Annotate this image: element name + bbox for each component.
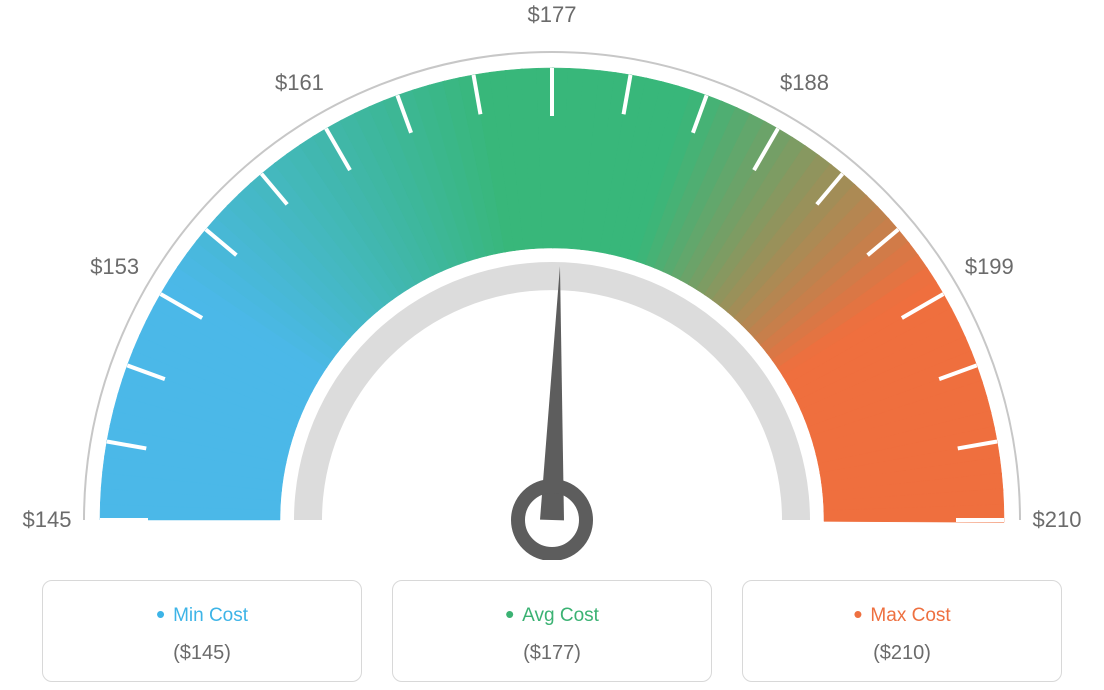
legend-avg-label: Avg Cost bbox=[403, 599, 701, 630]
gauge-tick-label: $161 bbox=[275, 70, 324, 96]
gauge-tick-label: $153 bbox=[90, 254, 139, 280]
cost-gauge-chart: $145 $153 $161 $177 $188 $199 $210 bbox=[0, 0, 1104, 560]
gauge-svg bbox=[0, 0, 1104, 560]
legend-row: Min Cost ($145) Avg Cost ($177) Max Cost… bbox=[0, 580, 1104, 682]
legend-card-max: Max Cost ($210) bbox=[742, 580, 1062, 682]
legend-avg-value: ($177) bbox=[403, 642, 701, 665]
gauge-tick-label: $188 bbox=[780, 70, 829, 96]
gauge-tick-label: $210 bbox=[1033, 507, 1082, 533]
legend-card-avg: Avg Cost ($177) bbox=[392, 580, 712, 682]
gauge-tick-label: $199 bbox=[965, 254, 1014, 280]
gauge-tick-label: $177 bbox=[528, 2, 577, 28]
legend-min-label: Min Cost bbox=[53, 599, 351, 630]
legend-max-value: ($210) bbox=[753, 642, 1051, 665]
legend-min-value: ($145) bbox=[53, 642, 351, 665]
gauge-tick-label: $145 bbox=[23, 507, 72, 533]
legend-card-min: Min Cost ($145) bbox=[42, 580, 362, 682]
legend-max-label: Max Cost bbox=[753, 599, 1051, 630]
